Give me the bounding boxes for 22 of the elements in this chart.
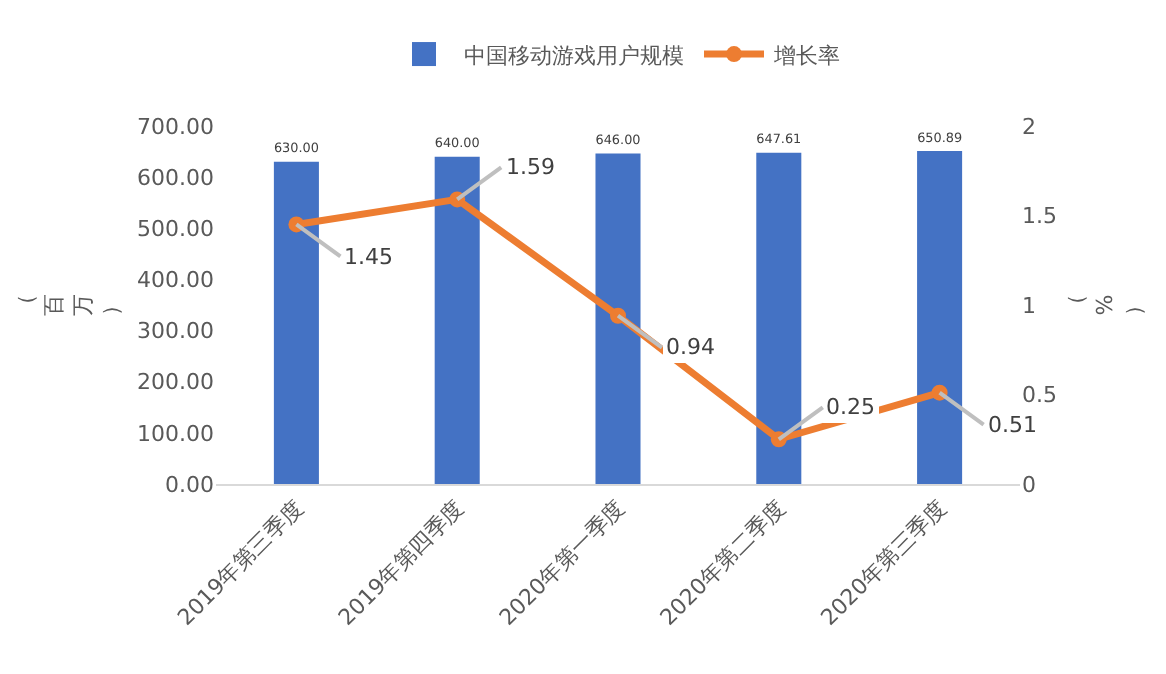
y-tick-label: 300.00 [137, 318, 214, 345]
y2-tick-label: 0.5 [1022, 382, 1057, 409]
legend-label: 中国移动游戏用户规模 [464, 42, 684, 69]
y2-tick-label: 2 [1022, 113, 1036, 140]
y-tick-label: 600.00 [137, 164, 214, 191]
y2-tick-label: 1 [1022, 292, 1036, 319]
legend-label: 增长率 [772, 42, 840, 69]
data-label: 1.59 [506, 154, 555, 180]
y-tick-label: 0.00 [165, 471, 214, 498]
y-tick-label: 100.00 [137, 420, 214, 447]
y-tick-label: 400.00 [137, 267, 214, 294]
y2-axis-title: （%） [1063, 294, 1147, 316]
y-tick-label: 500.00 [137, 215, 214, 242]
y-axis-title: （百万） [12, 294, 125, 316]
data-label: 0.25 [826, 394, 875, 420]
y2-tick-label: 1.5 [1022, 203, 1057, 230]
y2-tick-label: 0 [1022, 471, 1036, 498]
data-label: 1.45 [344, 244, 393, 270]
data-label: 0.51 [988, 412, 1037, 438]
data-label: 0.94 [666, 334, 715, 360]
y-tick-label: 200.00 [137, 369, 214, 396]
y-tick-label: 700.00 [137, 113, 214, 140]
